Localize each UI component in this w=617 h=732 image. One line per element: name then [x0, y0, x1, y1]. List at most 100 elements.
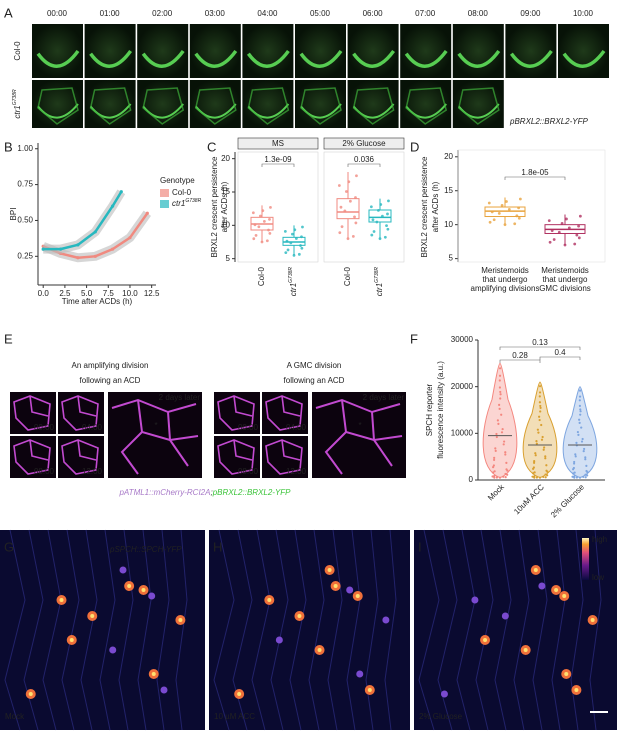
nucleus [501, 612, 509, 620]
jitter-point [289, 241, 293, 245]
jitter-point [531, 475, 534, 478]
jitter-point [383, 235, 387, 239]
y-axis-label: BRXL2 crescent persistence [210, 156, 219, 257]
x-tick-label: Meristemoids [481, 266, 529, 275]
time-label: 10:00 [573, 9, 594, 18]
jitter-point [498, 374, 502, 377]
nucleus-core [127, 584, 132, 588]
y-tick-label: 1.00 [17, 144, 33, 153]
cell-outline [118, 529, 134, 731]
jitter-point [533, 460, 536, 463]
micrograph [189, 24, 241, 78]
y-axis-label: fluorescence intensity (a.u.) [436, 361, 445, 459]
time-label: 12:00 [286, 467, 307, 476]
nucleus-core [317, 648, 322, 652]
jitter-point [578, 395, 582, 398]
facet-strip [237, 137, 319, 150]
genotype-label: ctr1G738R [12, 89, 22, 119]
cell-outline [300, 87, 342, 125]
point [41, 247, 45, 251]
jitter-point [583, 447, 586, 451]
genotype-name: ctr1 [375, 283, 384, 296]
point [93, 254, 97, 258]
x-tick-label: 5.0 [81, 289, 93, 298]
jitter-point [578, 476, 582, 479]
micrograph [209, 530, 410, 730]
jitter-point [504, 476, 507, 479]
cell-outline [418, 529, 440, 731]
panel-label: I [418, 539, 422, 554]
jitter-point [377, 208, 380, 212]
crescent [299, 49, 343, 68]
x-tick-label: GMC divisions [539, 284, 591, 293]
jitter-point [269, 205, 272, 209]
jitter-point [496, 419, 499, 422]
jitter-point [503, 440, 506, 443]
x-tick-label: amplifying divisions [471, 284, 540, 293]
genotype-label: ctr1G738R [172, 198, 202, 208]
jitter-point [499, 390, 502, 394]
reporter-label: pBRXL2::BRXL2-YFP [509, 117, 588, 126]
y-tick-label: 0 [469, 475, 474, 484]
nucleus [471, 596, 479, 604]
nucleus-core [28, 692, 33, 696]
nucleus [382, 616, 390, 624]
x-tick-label: 10uM ACC [512, 482, 546, 516]
jitter-point [577, 224, 581, 228]
cell-outline [80, 529, 98, 731]
point [128, 236, 132, 240]
micrograph [347, 80, 399, 128]
jitter-point [550, 229, 554, 233]
jitter-point [573, 242, 577, 246]
jitter-point [372, 230, 376, 233]
time-label: 07:00 [415, 9, 436, 18]
jitter-point [294, 237, 298, 240]
nucleus-core [533, 568, 538, 572]
crescent [562, 49, 606, 68]
jitter-point [580, 440, 584, 443]
nucleus-core [554, 588, 559, 592]
jitter-point [547, 219, 551, 223]
reporter-part: pATML1::mCherry-RCI2A [118, 488, 210, 497]
nucleus-core [483, 638, 488, 642]
jitter-point [563, 243, 567, 247]
jitter-point [500, 204, 504, 207]
jitter-point [584, 473, 587, 476]
nucleus-core [564, 672, 569, 676]
jitter-point [557, 230, 561, 234]
nucleus [440, 690, 448, 698]
jitter-point [284, 251, 288, 255]
y-tick-label: 20 [221, 154, 230, 163]
x-tick-label: Col-0 [343, 266, 352, 286]
micrograph [189, 80, 241, 128]
condition-label: 10 µM ACC [214, 712, 255, 721]
crescent [352, 49, 396, 68]
membrane [265, 439, 303, 475]
jitter-point [544, 476, 547, 479]
y-tick-label: 5 [226, 254, 231, 263]
y-axis-label: after ACDs (h) [220, 181, 229, 232]
jitter-point [353, 215, 356, 219]
jitter-point [578, 399, 581, 402]
jitter-point [544, 473, 547, 476]
jitter-point [265, 239, 269, 243]
micrograph [400, 24, 452, 78]
jitter-point [345, 190, 348, 193]
nucleus [160, 686, 168, 694]
legend-title: Genotype [160, 176, 195, 185]
jitter-point [369, 205, 373, 209]
later-label: 2 days later [159, 393, 201, 402]
x-axis-label: Time after ACDs (h) [62, 297, 133, 306]
micrograph [84, 24, 136, 78]
genotype-allele: G738R [288, 267, 294, 283]
cell-outline [494, 529, 512, 731]
reporter-label: pATML1::mCherry-RCI2A;pBRXL2::BRXL2-YFP [118, 488, 291, 497]
jitter-point [257, 225, 261, 229]
box [336, 198, 360, 220]
cell-outline [551, 529, 566, 731]
bracket [347, 163, 381, 167]
jitter-point [380, 214, 384, 218]
y-tick-label: 0.50 [17, 216, 33, 225]
jitter-point [535, 442, 538, 445]
jitter-point [490, 210, 494, 214]
